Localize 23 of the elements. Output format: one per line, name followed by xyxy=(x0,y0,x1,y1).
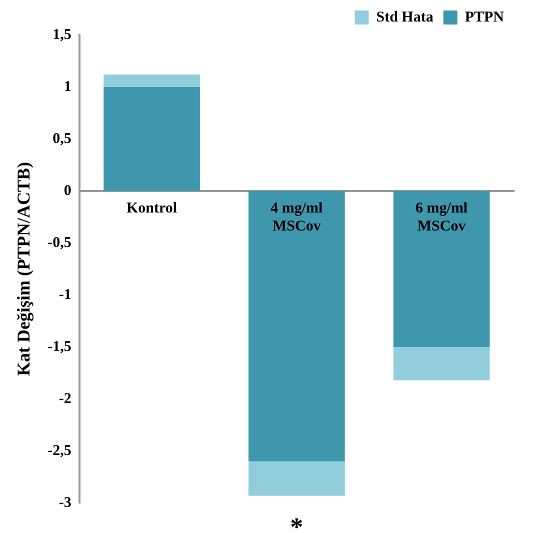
legend-label: Std Hata xyxy=(376,9,434,26)
legend-label: PTPN xyxy=(464,9,504,26)
y-tick-label: 1 xyxy=(64,78,72,95)
y-tick-label: -1 xyxy=(58,286,72,303)
text: * xyxy=(290,512,304,533)
y-tick-label: -2 xyxy=(58,390,72,407)
bar xyxy=(248,191,345,462)
x-tick-label: 4 mg/ml MSCov xyxy=(270,200,323,234)
y-tick-label: -2,5 xyxy=(48,442,72,459)
bar xyxy=(104,87,200,191)
y-tick-label: 1,5 xyxy=(52,26,72,43)
x-tick-label: Kontrol xyxy=(126,200,178,216)
bar xyxy=(393,191,490,347)
y-axis-title: Kat Değişim (PTPN/ACTB) xyxy=(13,162,34,376)
y-tick-label: 0 xyxy=(64,182,72,199)
y-tick-label: -0,5 xyxy=(48,234,72,251)
bar xyxy=(393,347,490,380)
y-tick-label: -3 xyxy=(58,494,72,511)
y-tick-label: -1,5 xyxy=(48,338,72,355)
bar xyxy=(248,461,345,496)
y-tick-label: 0,5 xyxy=(52,130,72,147)
x-tick-label: 6 mg/ml MSCov xyxy=(416,200,468,234)
bar xyxy=(104,74,200,87)
